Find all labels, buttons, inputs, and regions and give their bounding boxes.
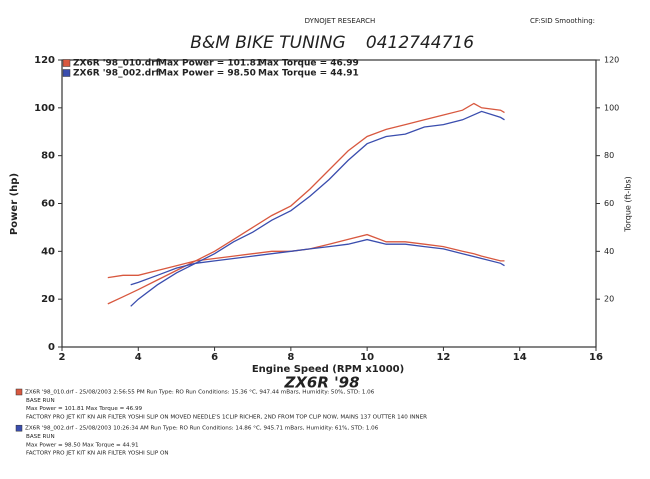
- y2-tick-label: 80: [604, 151, 614, 160]
- x-tick-label: 16: [589, 352, 603, 363]
- y-tick-label: 60: [41, 199, 55, 210]
- legend-swatch: [62, 59, 71, 67]
- note-swatch: [15, 388, 23, 396]
- header-right: CF:SID Smoothing:: [530, 17, 595, 25]
- note-swatch: [15, 424, 23, 432]
- phone: 0412744716: [366, 33, 474, 53]
- y-tick-label: 20: [41, 294, 55, 305]
- y2-tick-label: 120: [604, 56, 619, 65]
- y2-tick-label: 100: [604, 103, 619, 112]
- y-tick-label: 0: [48, 342, 55, 353]
- y-axis-label: Power (hp): [9, 173, 20, 235]
- x-tick-label: 4: [135, 352, 142, 363]
- y-tick-label: 40: [41, 246, 55, 257]
- legend-max-power: Max Power = 98.50: [158, 69, 256, 79]
- x-tick-label: 12: [436, 352, 450, 363]
- y-tick-label: 100: [34, 103, 55, 114]
- power-line: [130, 110, 505, 307]
- run-note: ZX6R '98_002.drf - 25/08/2003 10:26:34 A…: [25, 426, 379, 432]
- header-left: DYNOJET RESEARCH: [305, 17, 376, 25]
- y-tick-label: 80: [41, 151, 55, 162]
- y2-tick-label: 20: [604, 295, 614, 304]
- y2-tick-label: 60: [604, 199, 614, 208]
- run-note: BASE RUN: [26, 434, 55, 440]
- torque-line: [107, 233, 505, 279]
- legend-swatch: [62, 69, 71, 77]
- x-axis-label: Engine Speed (RPM x1000): [252, 364, 404, 375]
- x-tick-label: 6: [211, 352, 218, 363]
- legend-max-torque: Max Torque = 44.91: [258, 69, 359, 79]
- x-tick-label: 2: [59, 352, 66, 363]
- legend-name: ZX6R '98_002.drf: [73, 69, 160, 79]
- chart-title: B&M BIKE TUNING: [190, 33, 345, 53]
- run-note: Max Power = 101.81 Max Torque = 46.99: [26, 406, 143, 412]
- y2-axis-label: Torque (ft-lbs): [624, 176, 633, 233]
- run-note: ZX6R '98_010.drf - 25/08/2003 2:56:55 PM…: [25, 390, 375, 396]
- torque-line: [130, 238, 505, 286]
- legend-name: ZX6R '98_010.drf: [73, 59, 160, 69]
- run-note: FACTORY PRO JET KIT KN AIR FILTER YOSHI …: [26, 451, 169, 457]
- legend-max-torque: Max Torque = 46.99: [258, 59, 359, 69]
- y2-tick-label: 40: [604, 247, 614, 256]
- plot-frame: [61, 59, 597, 348]
- legend-max-power: Max Power = 101.81: [158, 59, 262, 69]
- y-tick-label: 120: [34, 55, 55, 66]
- power-line: [107, 102, 505, 305]
- x-tick-label: 8: [287, 352, 294, 363]
- chart-subtitle: ZX6R '98: [283, 374, 359, 392]
- run-note: FACTORY PRO JET KIT KN AIR FILTER YOSHI …: [26, 414, 427, 420]
- x-tick-label: 10: [360, 352, 374, 363]
- run-note: BASE RUN: [26, 398, 55, 404]
- run-note: Max Power = 98.50 Max Torque = 44.91: [26, 442, 139, 448]
- x-tick-label: 14: [513, 352, 527, 363]
